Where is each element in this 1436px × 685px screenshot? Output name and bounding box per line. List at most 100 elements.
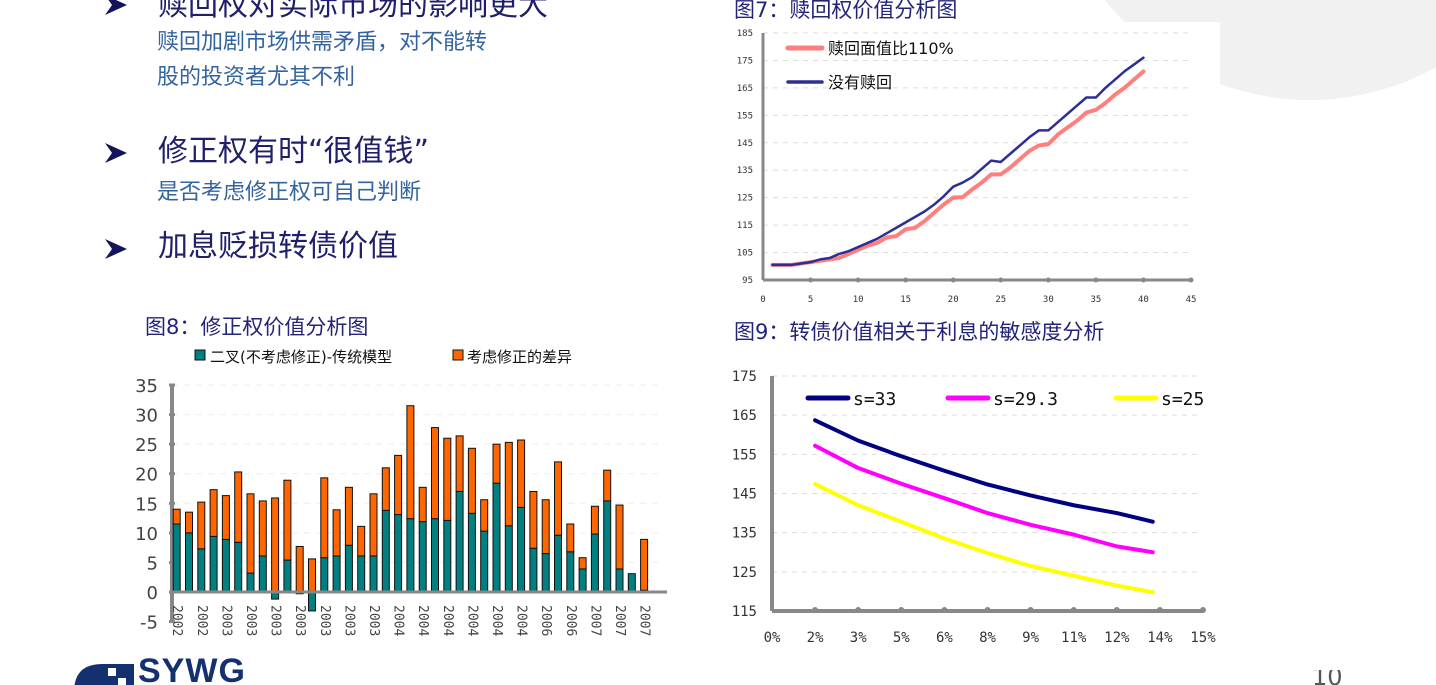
fig7-ytick-label: 185 (737, 29, 753, 39)
fig8-bar-difference (529, 490, 538, 549)
fig8-ytick-label: 0 (147, 583, 158, 604)
fig8-xtick-label: 2003 (341, 605, 356, 636)
fig8-bar-traditional (517, 506, 526, 593)
fig9-xtick-label: 12% (1104, 630, 1130, 646)
fig9-ytick-label: 165 (732, 408, 757, 424)
fig8-xtick-label: 2003 (317, 605, 332, 636)
fig8-bar-difference (603, 469, 612, 502)
fig8-bar-traditional (357, 555, 366, 593)
fig8-bar-difference (381, 467, 390, 511)
fig8-bar-difference (480, 499, 489, 532)
fig8-xtick-label: 2004 (440, 605, 455, 636)
fig7-xtick-label: 5 (808, 295, 813, 305)
fig8-bar-traditional (578, 568, 587, 593)
fig9-ytick-label: 145 (732, 487, 757, 503)
fig8-bar-difference (455, 435, 464, 492)
bullet-heading-3: 加息贬损转债价值 (158, 229, 398, 264)
fig9-legend-label: s=29.3 (993, 389, 1058, 410)
bullet-sub-1b: 股的投资者尤其不利 (157, 65, 356, 90)
fig8-bar-traditional (480, 530, 489, 593)
fig9-xtick-label: 15% (1190, 630, 1216, 646)
fig8-bar-difference (320, 477, 329, 559)
fig8-bar-difference (443, 437, 452, 521)
fig9-ytick-label: 155 (732, 447, 757, 463)
fig8-bar-traditional (603, 500, 612, 593)
fig8-title: 图8：修正权价值分析图 (145, 315, 369, 339)
fig9-xtick-label: 14% (1147, 630, 1173, 646)
fig9-xtick-label: 8% (979, 630, 996, 646)
fig8-xtick-label: 2004 (464, 605, 479, 636)
fig8-bar-difference (258, 500, 267, 557)
fig7-xtick-label: 25 (995, 295, 1006, 305)
fig7-xtick-label: 40 (1138, 295, 1149, 305)
arrowhead-bullet-icon (105, 0, 127, 15)
fig8-xtick-label: 2003 (366, 605, 381, 636)
fig8-bar-difference (283, 479, 292, 561)
fig9-xtick-label: 11% (1061, 630, 1087, 646)
bullet-sub-2: 是否考虑修正权可自己判断 (157, 180, 422, 205)
fig7-ytick-label: 175 (737, 56, 753, 66)
fig8-bar-difference (234, 471, 243, 543)
fig7-xtick-label: 15 (900, 295, 911, 305)
fig8-xtick-label: 2007 (637, 605, 652, 636)
fig8-bar-difference (308, 558, 316, 593)
fig8-xtick-label: 2007 (612, 605, 627, 636)
fig8-bar-traditional (394, 514, 403, 593)
fig8-xtick-label: 2002 (194, 605, 209, 636)
page-number: 10 (1312, 670, 1343, 685)
fig8-bar-difference (467, 447, 476, 514)
fig9-ytick-label: 135 (732, 526, 757, 542)
fig8-xtick-label: 2004 (391, 605, 406, 636)
fig8-bar-difference (517, 439, 526, 508)
fig8-bar-traditional (431, 518, 439, 593)
fig9-xtick-label: 3% (850, 630, 867, 646)
fig8-bar-difference (246, 493, 255, 574)
fig8-bar-difference (357, 525, 366, 557)
fig7-xtick-label: 10 (853, 295, 864, 305)
logo-text: SYWG (138, 657, 246, 685)
fig8-bar-traditional (504, 525, 513, 593)
fig8-xtick-label: 2007 (587, 605, 602, 636)
fig9-series-line (813, 418, 1155, 524)
fig8-bar-traditional (172, 523, 181, 593)
fig9-ytick-label: 175 (732, 369, 757, 385)
fig7-ytick-label: 135 (737, 166, 753, 176)
fig8-bar-difference (640, 538, 649, 591)
fig8-ytick-label: 30 (135, 406, 158, 427)
fig8-bar-difference (504, 441, 513, 527)
fig7-series-line (770, 69, 1146, 267)
fig8-bar-traditional (283, 559, 292, 593)
fig8-bar-difference (554, 461, 562, 536)
fig9-series-line (813, 482, 1155, 595)
fig8-bar-difference (271, 497, 280, 593)
fig8-bar-traditional (554, 534, 562, 593)
fig8-xtick-label: 2003 (292, 605, 307, 636)
fig7-legend-label: 赎回面值比110% (828, 39, 954, 58)
fig8-bar-difference (406, 405, 415, 520)
fig8-bar-difference (492, 443, 501, 484)
fig8-ytick-label: 25 (135, 435, 158, 456)
fig7-ytick-label: 125 (737, 194, 753, 204)
fig7-series-line (771, 56, 1145, 267)
fig8-ytick-label: -5 (140, 613, 158, 634)
fig8-legend-swatch (452, 349, 464, 361)
fig8-xtick-label: 2003 (218, 605, 233, 636)
fig8-bar-traditional (308, 591, 316, 612)
fig8-bar-difference (590, 505, 599, 535)
fig8-xtick-label: 2003 (268, 605, 283, 636)
fig8-ytick-label: 20 (135, 465, 158, 486)
fig8-bar-traditional (246, 572, 255, 593)
fig8-bar-difference (541, 499, 550, 555)
fig8-bar-traditional (406, 518, 415, 593)
bullet-heading-1: 赎回权对实际市场的影响更大 (158, 0, 548, 23)
fig8-bar-difference (394, 454, 403, 516)
fig7-xtick-label: 0 (760, 295, 765, 305)
bullet-sub-1a: 赎回加剧市场供需矛盾，对不能转 (157, 30, 488, 55)
fig9-legend-label: s=33 (853, 389, 896, 410)
fig7-xtick-label: 30 (1043, 295, 1054, 305)
fig8-legend-label: 二叉(不考虑修正)-传统模型 (210, 348, 392, 366)
fig8-xtick-label: 2002 (169, 605, 184, 636)
fig8-bar-traditional (369, 555, 378, 593)
fig8-ytick-label: 5 (147, 553, 158, 574)
